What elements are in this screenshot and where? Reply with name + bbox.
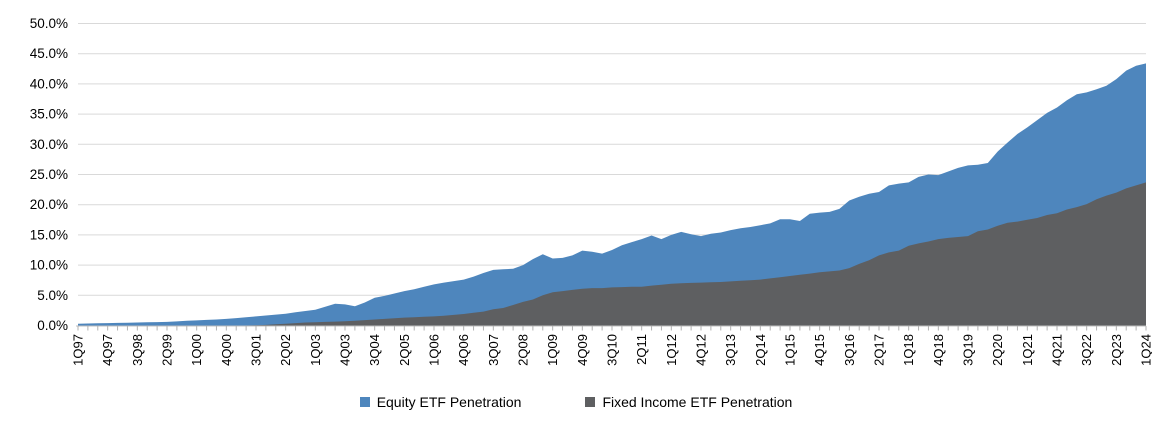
x-tick-label: 2Q08 xyxy=(516,334,531,366)
x-tick-label: 1Q97 xyxy=(71,334,86,366)
y-axis-labels: 0.0% 5.0% 10.0% 15.0% 20.0% 25.0% 30.0% 35.0% 40… xyxy=(30,16,68,333)
x-axis-labels: 1Q97 4Q97 3Q98 2Q99 1Q00 4Q00 3Q01 2Q02 1Q03 4Q03… xyxy=(71,334,1152,366)
x-tick-label: 3Q19 xyxy=(961,334,976,366)
y-tick-label: 15.0% xyxy=(30,227,68,242)
x-tick-label: 1Q18 xyxy=(901,334,916,366)
gridlines xyxy=(78,23,1146,326)
x-tick-label: 4Q12 xyxy=(694,334,709,366)
legend: Equity ETF Penetration Fixed Income ETF … xyxy=(0,394,1152,410)
x-tick-label: 2Q20 xyxy=(990,334,1005,366)
x-tick-label: 1Q06 xyxy=(427,334,442,366)
x-tick-label: 2Q17 xyxy=(872,334,887,366)
x-tick-label: 3Q13 xyxy=(723,334,738,366)
x-tick-label: 4Q97 xyxy=(100,334,115,366)
x-tick-label: 2Q11 xyxy=(634,334,649,365)
y-tick-label: 0.0% xyxy=(37,318,68,333)
y-tick-label: 35.0% xyxy=(30,107,68,122)
fixed-income-swatch-icon xyxy=(585,397,596,407)
x-tick-label: 2Q02 xyxy=(278,334,293,366)
plot-area: 0.0% 5.0% 10.0% 15.0% 20.0% 25.0% 30.0% 35.0% 40… xyxy=(30,16,1152,366)
equity-swatch-icon xyxy=(359,397,370,407)
x-tick-label: 4Q00 xyxy=(219,334,234,366)
x-tick-label: 3Q07 xyxy=(486,334,501,366)
x-tick-label: 4Q18 xyxy=(931,334,946,366)
y-tick-label: 40.0% xyxy=(30,76,68,91)
y-tick-label: 30.0% xyxy=(30,137,68,152)
x-tick-label: 4Q06 xyxy=(456,334,471,366)
y-tick-label: 5.0% xyxy=(37,288,68,303)
x-tick-label: 1Q00 xyxy=(189,334,204,366)
x-tick-label: 3Q98 xyxy=(130,334,145,366)
x-tick-label: 4Q21 xyxy=(1050,334,1065,366)
fixed-income-area-series xyxy=(78,182,1146,326)
y-tick-label: 25.0% xyxy=(30,167,68,182)
y-tick-label: 45.0% xyxy=(30,46,68,61)
x-tick-label: 3Q16 xyxy=(842,334,857,366)
x-tick-label: 1Q15 xyxy=(783,334,798,366)
x-tick-label: 4Q03 xyxy=(338,334,353,366)
x-tick-label: 1Q12 xyxy=(664,334,679,366)
y-tick-label: 50.0% xyxy=(30,16,68,31)
x-tick-label: 4Q15 xyxy=(812,334,827,366)
x-tick-label: 3Q22 xyxy=(1079,334,1094,366)
x-tick-label: 3Q01 xyxy=(249,334,264,366)
legend-item-equity[interactable]: Equity ETF Penetration xyxy=(359,394,522,410)
x-axis xyxy=(76,325,1147,331)
x-tick-label: 2Q99 xyxy=(160,334,175,366)
x-tick-label: 1Q09 xyxy=(545,334,560,366)
x-tick-label: 2Q23 xyxy=(1109,334,1124,366)
y-tick-label: 10.0% xyxy=(30,258,68,273)
legend-label-equity: Equity ETF Penetration xyxy=(376,394,522,410)
x-tick-label: 3Q04 xyxy=(367,334,382,366)
x-tick-label: 1Q24 xyxy=(1139,334,1152,366)
x-tick-label: 2Q14 xyxy=(753,334,768,366)
x-tick-label: 1Q21 xyxy=(1020,334,1035,366)
x-tick-label: 2Q05 xyxy=(397,334,412,366)
x-tick-label: 1Q03 xyxy=(308,334,323,366)
legend-label-fixed-income: Fixed Income ETF Penetration xyxy=(602,394,793,410)
legend-item-fixed-income[interactable]: Fixed Income ETF Penetration xyxy=(585,394,792,410)
x-tick-label: 4Q09 xyxy=(575,334,590,366)
x-tick-label: 3Q10 xyxy=(605,334,620,366)
y-tick-label: 20.0% xyxy=(30,197,68,212)
